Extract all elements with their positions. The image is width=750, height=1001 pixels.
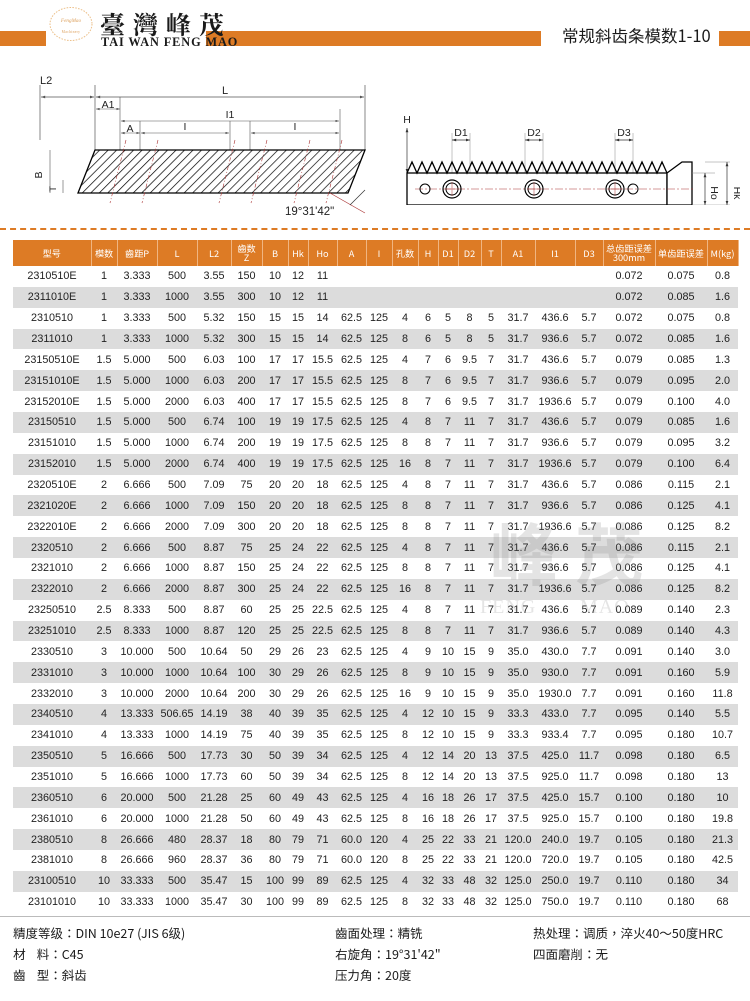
svg-text:H: H <box>403 114 411 126</box>
svg-text:I1: I1 <box>226 109 235 121</box>
svg-text:I: I <box>184 121 187 133</box>
svg-text:D1: D1 <box>454 127 468 139</box>
svg-text:L2: L2 <box>40 75 52 87</box>
svg-text:D2: D2 <box>527 127 541 139</box>
svg-text:Machinery: Machinery <box>62 30 81 34</box>
svg-text:L: L <box>222 85 228 97</box>
svg-text:Ho: Ho <box>708 186 720 200</box>
svg-text:Hk: Hk <box>731 187 740 201</box>
svg-text:A1: A1 <box>102 99 115 111</box>
svg-text:19°31'42": 19°31'42" <box>285 206 334 218</box>
svg-text:FengMao: FengMao <box>60 18 82 24</box>
svg-text:B: B <box>33 171 45 178</box>
svg-text:I: I <box>294 121 297 133</box>
svg-text:A: A <box>126 123 133 135</box>
svg-text:D3: D3 <box>617 127 631 139</box>
svg-text:T: T <box>48 186 59 192</box>
